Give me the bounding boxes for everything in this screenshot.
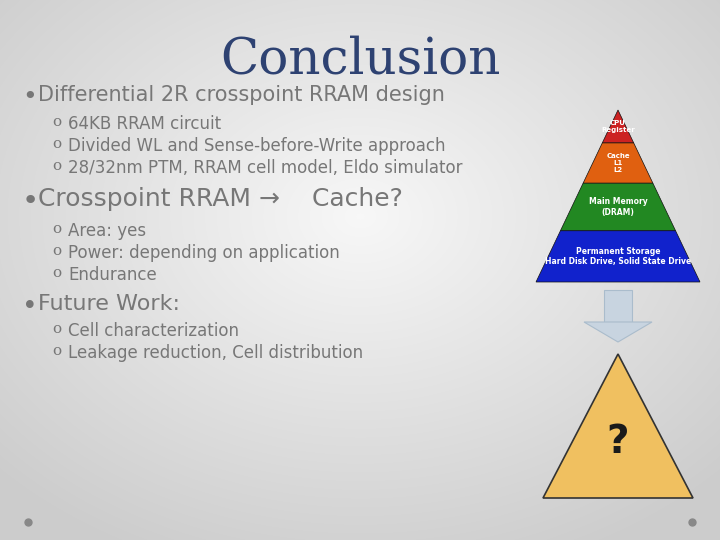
Text: Permanent Storage
Hard Disk Drive, Solid State Drive: Permanent Storage Hard Disk Drive, Solid… xyxy=(545,247,691,266)
Text: CPU
Register: CPU Register xyxy=(601,120,635,133)
Polygon shape xyxy=(583,143,653,183)
Text: Power: depending on application: Power: depending on application xyxy=(68,244,340,262)
Text: o: o xyxy=(52,115,61,129)
Text: o: o xyxy=(52,322,61,336)
Polygon shape xyxy=(604,290,632,322)
Text: o: o xyxy=(52,266,61,280)
Text: •: • xyxy=(22,294,37,320)
Text: o: o xyxy=(52,159,61,173)
Text: •: • xyxy=(22,85,37,109)
Polygon shape xyxy=(543,354,693,498)
Polygon shape xyxy=(560,183,675,231)
Text: Cache
L1
L2: Cache L1 L2 xyxy=(606,153,630,173)
Text: o: o xyxy=(52,137,61,151)
Text: o: o xyxy=(52,222,61,236)
Polygon shape xyxy=(584,322,652,342)
Text: 28/32nm PTM, RRAM cell model, Eldo simulator: 28/32nm PTM, RRAM cell model, Eldo simul… xyxy=(68,159,462,177)
Text: Crosspoint RRAM →    Cache?: Crosspoint RRAM → Cache? xyxy=(38,187,403,211)
Text: Cell characterization: Cell characterization xyxy=(68,322,239,340)
Text: Leakage reduction, Cell distribution: Leakage reduction, Cell distribution xyxy=(68,344,363,362)
Text: Endurance: Endurance xyxy=(68,266,157,284)
Text: Future Work:: Future Work: xyxy=(38,294,180,314)
Text: Divided WL and Sense-before-Write approach: Divided WL and Sense-before-Write approa… xyxy=(68,137,446,155)
Polygon shape xyxy=(536,231,700,282)
Text: Main Memory
(DRAM): Main Memory (DRAM) xyxy=(589,197,647,217)
Text: Differential 2R crosspoint RRAM design: Differential 2R crosspoint RRAM design xyxy=(38,85,445,105)
Text: 64KB RRAM circuit: 64KB RRAM circuit xyxy=(68,115,221,133)
Text: o: o xyxy=(52,344,61,358)
Text: •: • xyxy=(22,187,40,215)
Polygon shape xyxy=(603,110,634,143)
Text: ?: ? xyxy=(607,423,629,461)
Text: Area: yes: Area: yes xyxy=(68,222,146,240)
Text: Conclusion: Conclusion xyxy=(220,35,500,84)
Text: o: o xyxy=(52,244,61,258)
